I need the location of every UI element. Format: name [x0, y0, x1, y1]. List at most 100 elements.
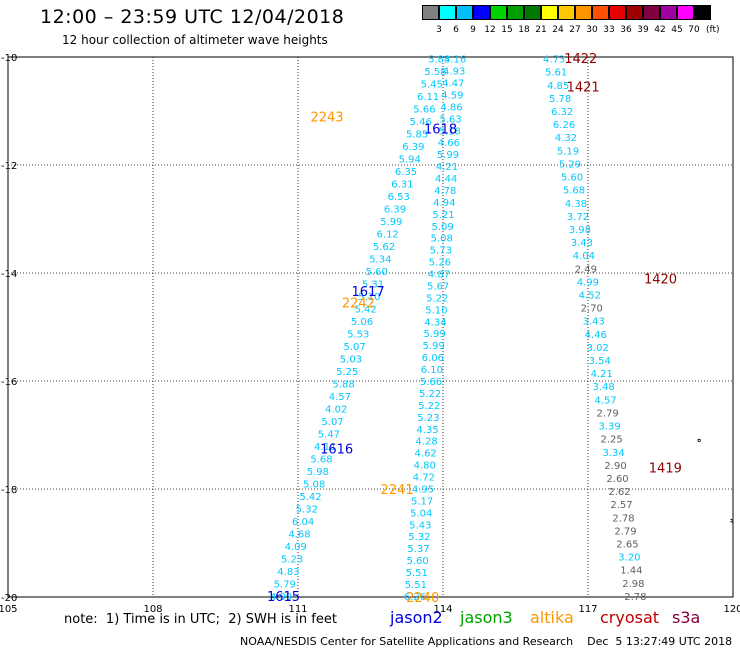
legend-label: 6: [453, 25, 459, 35]
latitude-tick-label: -16: [1, 377, 17, 388]
swh-value: 5.23: [417, 413, 439, 424]
swh-value: 2.25: [600, 435, 622, 446]
swh-value: 4.04: [573, 251, 595, 262]
pass-label: 2241: [381, 483, 414, 498]
swh-value: 4.35: [416, 425, 438, 436]
swh-value: 4.62: [415, 449, 437, 460]
swh-value: 5.68: [310, 454, 332, 465]
swh-value: 5.22: [419, 389, 441, 400]
swh-value: 5.94: [399, 155, 421, 166]
longitude-tick-label: 114: [433, 604, 452, 615]
legend-swatch: [643, 5, 660, 20]
swh-value: 5.68: [563, 186, 585, 197]
pass-label: 1617: [352, 285, 385, 300]
swh-value: 4.93: [443, 67, 465, 78]
swh-value: 4.47: [442, 79, 464, 90]
legend-swatch: [422, 5, 439, 20]
swh-value: 2.65: [616, 540, 638, 551]
swh-value: 3.39: [598, 422, 620, 433]
swh-value: 6.31: [391, 180, 413, 191]
swh-value: 5.61: [545, 68, 567, 79]
satellite-altika-label: altika: [530, 608, 574, 627]
swh-value: 5.99: [423, 329, 445, 340]
swh-value: 4.16: [444, 55, 466, 66]
swh-value: 5.19: [557, 146, 579, 157]
swh-value: 5.78: [549, 94, 571, 105]
swh-value: 5.99: [437, 150, 459, 161]
swh-value: 6.39: [384, 205, 406, 216]
swh-value: 6.10: [421, 365, 443, 376]
legend-label: 70: [688, 25, 700, 35]
swh-value: 4.02: [325, 404, 347, 415]
swh-value: 5.88: [332, 379, 354, 390]
pass-label: 1419: [649, 461, 682, 476]
latitude-tick-label: -12: [1, 161, 17, 172]
legend-swatch: [609, 5, 626, 20]
swh-value: 4.66: [438, 138, 460, 149]
legend-swatch: [524, 5, 541, 20]
swh-value: 4.32: [555, 133, 577, 144]
swh-value: 5.63: [439, 114, 461, 125]
swh-value: 5.26: [429, 258, 451, 269]
swh-value: 4.57: [595, 395, 617, 406]
swh-value: 5.29: [559, 159, 581, 170]
swh-value: 5.45: [421, 80, 443, 91]
swh-value: 5.60: [561, 173, 583, 184]
legend-label: 33: [603, 25, 615, 35]
legend-label: 15: [501, 25, 513, 35]
swh-value: 2.70: [581, 304, 603, 315]
legend-swatch: [660, 5, 677, 20]
swh-value: 4.52: [579, 291, 601, 302]
legend-label: 24: [552, 25, 564, 35]
swh-value: 6.06: [422, 353, 444, 364]
legend-swatch: [592, 5, 609, 20]
swh-value: 2.79: [597, 408, 619, 419]
map-frame: [7, 56, 734, 598]
swh-value: 4.83: [277, 567, 299, 578]
swh-value: 6.35: [395, 167, 417, 178]
swh-value: 5.31: [362, 280, 384, 291]
latitude-tick-label: -20: [1, 593, 17, 604]
swh-value: 5.98: [307, 467, 329, 478]
page-title: 12:00 – 23:59 UTC 12/04/2018: [40, 6, 345, 28]
swh-value: 4.99: [270, 592, 292, 603]
swh-value: 5.85: [406, 130, 428, 141]
swh-value: 5.43: [409, 520, 431, 531]
swh-value: 5.66: [413, 105, 435, 116]
swh-value: 5.32: [296, 504, 318, 515]
swh-value: 3.48: [593, 382, 615, 393]
swh-value: 6.04: [292, 517, 314, 528]
swh-value: 5.99: [380, 217, 402, 228]
swh-value: 2.60: [606, 474, 628, 485]
swh-value: 2.98: [622, 579, 644, 590]
swh-value: 5.99: [423, 341, 445, 352]
swh-value: 5.06: [351, 317, 373, 328]
swh-value: 6.11: [417, 92, 439, 103]
legend-unit: (ft): [706, 25, 720, 35]
satellite-jason3-label: jason3: [460, 608, 513, 627]
satellite-jason2-label: jason2: [390, 608, 443, 627]
satellite-cryosat-label: cryosat: [600, 608, 660, 627]
legend-label: 30: [586, 25, 598, 35]
longitude-tick-label: 105: [0, 604, 18, 615]
swh-value: 6.32: [551, 107, 573, 118]
swh-value: 4.78: [434, 186, 456, 197]
swh-value: 4.99: [577, 277, 599, 288]
legend-label: 3: [436, 25, 442, 35]
swh-value: 4.80: [414, 461, 436, 472]
latitude-tick-label: -18: [1, 485, 17, 496]
swh-value: 5.66: [420, 377, 442, 388]
legend-label: 18: [518, 25, 530, 35]
swh-value: 5.07: [343, 342, 365, 353]
swh-value: 2.57: [610, 500, 632, 511]
pass-label: 1420: [644, 272, 677, 287]
swh-value: 5.07: [321, 417, 343, 428]
swh-value: 3.34: [602, 448, 624, 459]
pass-label: 2242: [342, 297, 375, 312]
pass-label: 1421: [567, 81, 600, 96]
swh-value: 5.18: [439, 126, 461, 137]
latitude-tick-label: -14: [1, 269, 17, 280]
pass-label: 1616: [320, 443, 353, 458]
swh-value: 4.85: [547, 81, 569, 92]
